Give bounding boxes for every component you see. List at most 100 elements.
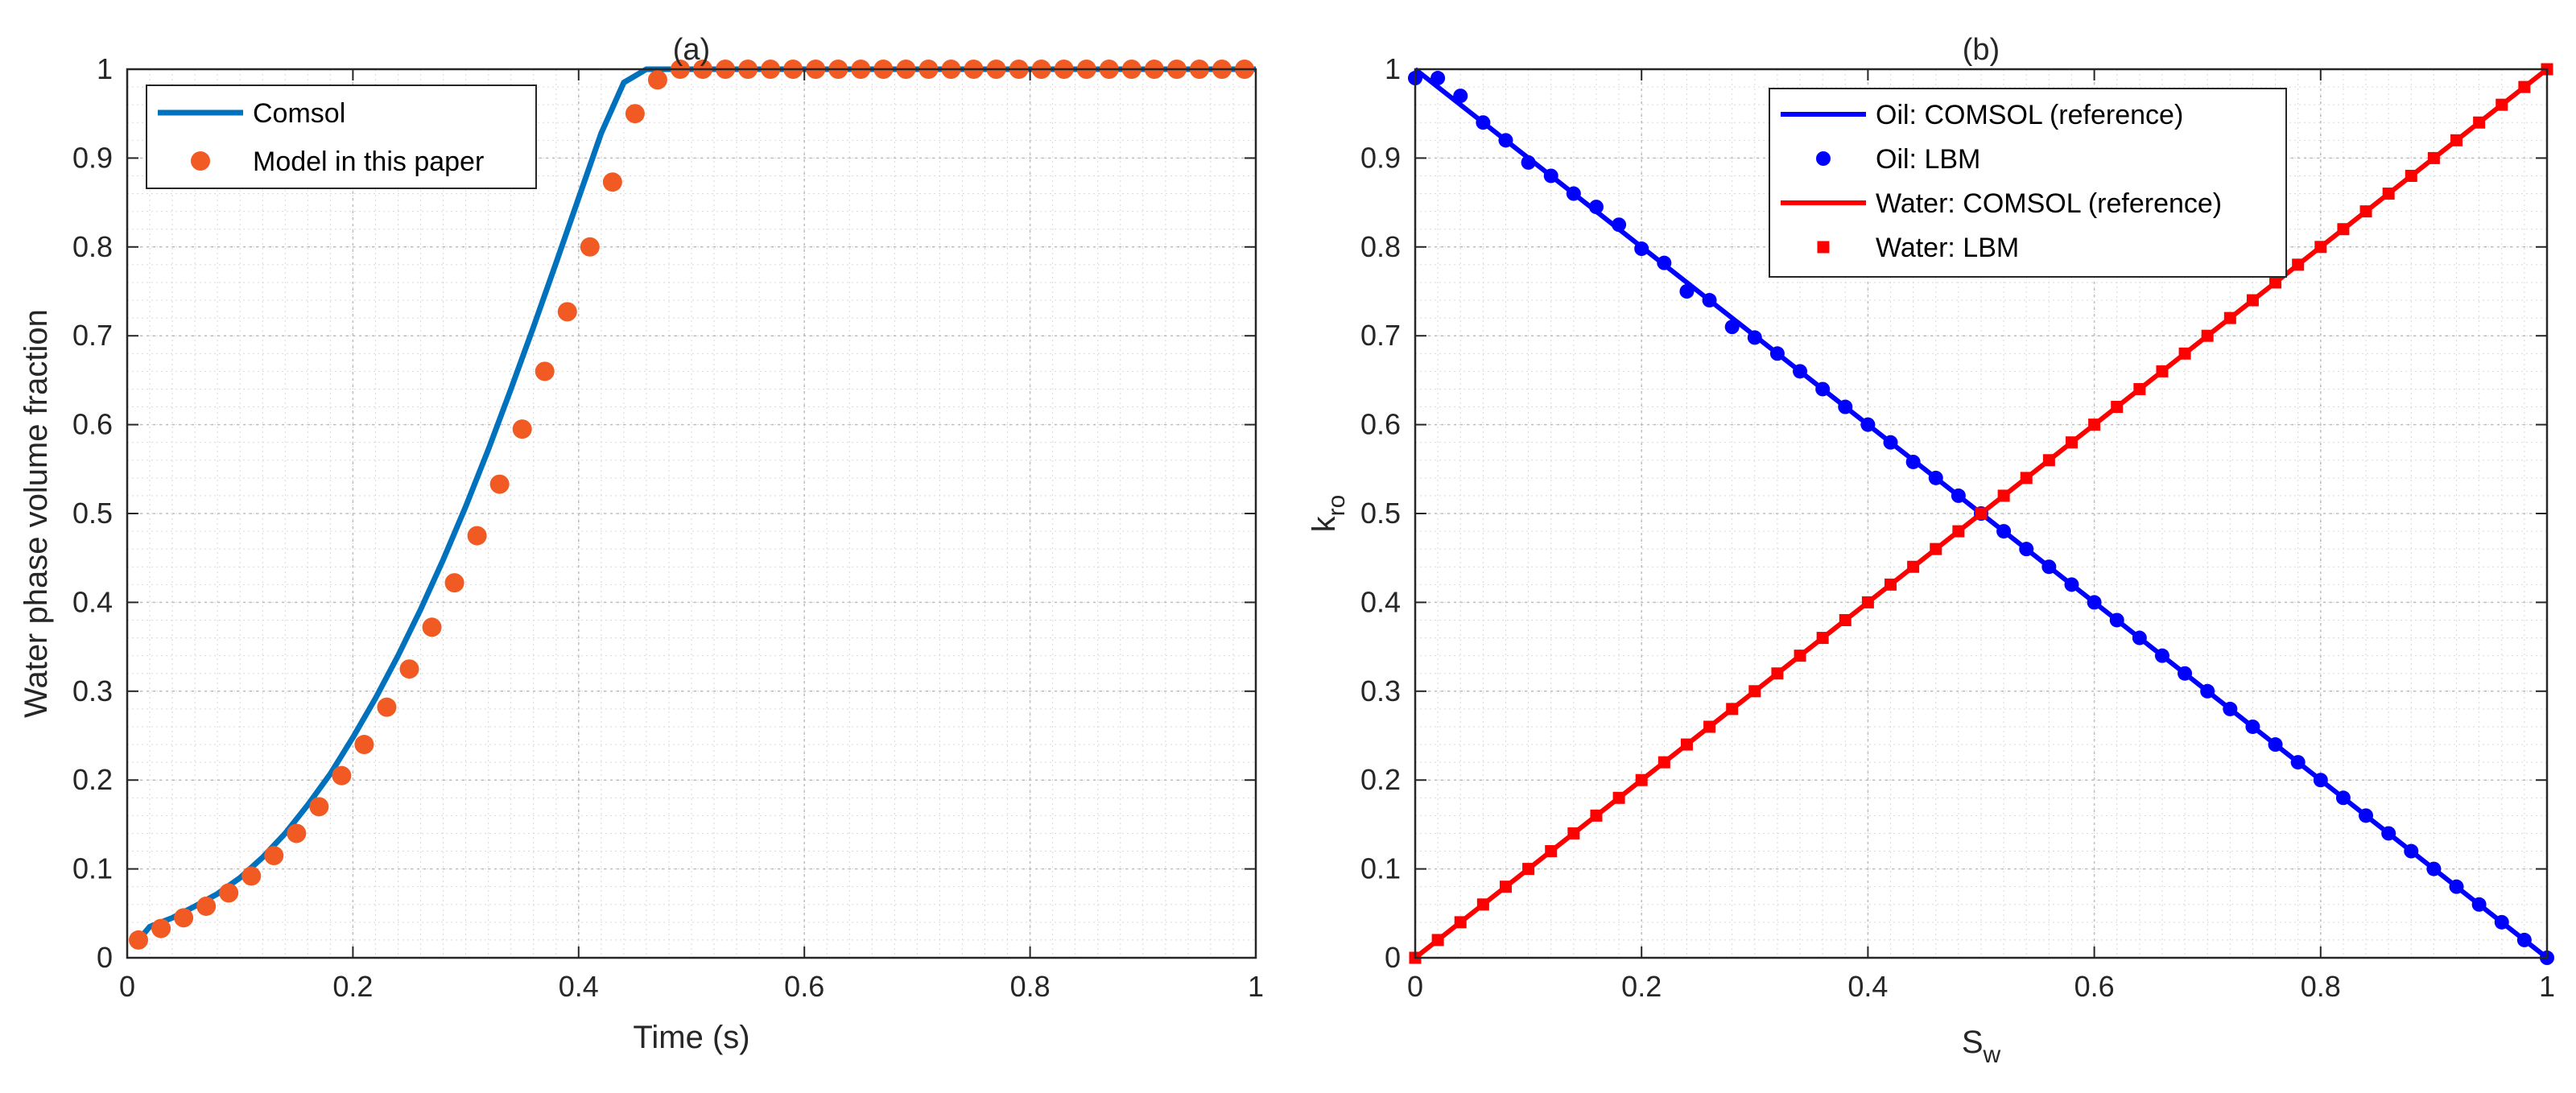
panel-b-series-1-point	[1453, 89, 1468, 104]
panel-b-series-1-point	[1905, 454, 1921, 469]
panel-b-series-3-point	[1612, 791, 1625, 804]
y-tick-label: 0.3	[1360, 674, 1401, 707]
panel-b-series-1-point	[2335, 790, 2351, 806]
panel-b-series-3-point	[1567, 827, 1580, 839]
panel-b-series-3-point	[1816, 632, 1829, 645]
panel-b-series-3-point	[2382, 188, 2395, 200]
panel-b-series-1-point	[2223, 701, 2238, 716]
panel-b-series-1-point	[2019, 542, 2034, 557]
panel-b-series-1-point	[2426, 861, 2442, 876]
panel-b-series-3-point	[2178, 347, 2191, 360]
y-tick-label: 0.6	[72, 408, 113, 441]
panel-b-series-1-point	[1860, 417, 1876, 432]
panel-a-series-1-point	[354, 735, 374, 755]
y-tick-label: 0	[97, 941, 113, 974]
panel-b-series-3-point	[1771, 667, 1784, 680]
panel-b-series-3-point	[1657, 756, 1670, 769]
panel-b-series-1-point	[2359, 808, 2374, 823]
panel-b-series-1-point	[2313, 773, 2328, 788]
y-tick-label: 0.7	[1360, 319, 1401, 352]
panel-b-series-3-point	[2111, 401, 2124, 414]
panel-b-series-3-point	[2450, 134, 2463, 146]
panel-b-series-3-point	[2269, 276, 2282, 289]
panel-b-series-3-point	[2133, 382, 2146, 395]
panel-b-series-3-point	[1839, 613, 1852, 626]
panel-b-series-3-point	[1499, 881, 1512, 893]
panel-b-series-1-point	[1702, 293, 1717, 308]
panel-b-series-1-point	[1588, 200, 1604, 215]
y-tick-label: 1	[1385, 52, 1401, 85]
panel-b-series-3-point	[2156, 365, 2169, 377]
panel-b-series-1-point	[1838, 399, 1853, 415]
panel-b-series-3-point	[2405, 169, 2417, 182]
panel-a: 0 0.2 0.4 0.6 0.8 1 0 0.1 0.2 0.3 0.4 0.5 0.6 0.7 0.8 0…	[19, 33, 1264, 1055]
panel-b-series-1-point	[1724, 320, 1740, 335]
panel-b-legend-box	[1769, 88, 2287, 278]
panel-b-series-3-point	[2201, 329, 2214, 342]
panel-b-series-1-point	[1657, 255, 1672, 270]
panel-b-series-1-point	[2064, 577, 2079, 592]
panel-b-series-3-point	[2088, 419, 2101, 431]
panel-b-series-3-point	[1476, 898, 1489, 911]
panel-b-series-3-point	[1431, 934, 1444, 947]
panel-a-series-1-point	[129, 930, 149, 950]
panel-b-series-3-point	[1545, 845, 1558, 858]
panel-b-series-1-point	[2404, 843, 2419, 859]
panel-b-series-3-point	[2314, 241, 2327, 254]
y-tick-label: 0.8	[72, 230, 113, 263]
panel-a-y-axis-label: Water phase volume fraction	[19, 309, 54, 718]
panel-a-legend: Comsol Model in this paper	[146, 85, 537, 189]
panel-b-x-axis-label-sub: w	[1983, 1041, 2001, 1068]
panel-b-series-1-point	[2494, 914, 2509, 930]
panel-b-series-1-point	[1747, 330, 1762, 345]
panel-a-series-1-point	[489, 474, 510, 494]
panel-b-series-3-point	[1522, 863, 1535, 876]
panel-b: 0 0.2 0.4 0.6 0.8 1 0 0.1 0.2 0.3 0.4 0.5 0.6 0.7 0.8 0…	[1307, 33, 2555, 1068]
panel-b-x-axis-label: Sw	[1962, 1025, 2001, 1068]
x-tick-label: 0.6	[784, 970, 824, 1003]
y-tick-label: 0.2	[72, 763, 113, 796]
x-tick-label: 0.2	[1621, 970, 1662, 1003]
panel-b-series-3-point	[1703, 720, 1716, 733]
panel-a-series-1-point	[444, 573, 464, 593]
x-tick-label: 0	[119, 970, 135, 1003]
panel-b-series-3-point	[1952, 525, 1965, 538]
panel-a-series-1-point	[242, 866, 262, 886]
panel-a-title: (a)	[673, 33, 710, 67]
y-tick-label: 0.9	[72, 141, 113, 174]
panel-b-series-3-point	[1907, 560, 1920, 573]
panel-b-series-3-point	[2042, 454, 2055, 467]
legend-label-1: Model in this paper	[253, 146, 484, 177]
panel-b-series-1-point	[2132, 630, 2147, 645]
panel-a-x-axis-label: Time (s)	[633, 1020, 749, 1055]
y-tick-label: 0.7	[72, 319, 113, 352]
panel-b-series-1-point	[1951, 488, 1966, 503]
panel-b-series-1-point	[2041, 559, 2057, 575]
x-tick-label: 1	[2539, 970, 2555, 1003]
panel-b-series-1-point	[1476, 115, 1491, 130]
panel-b-series-3-point	[2496, 98, 2508, 111]
panel-b-series-3-point	[2473, 116, 2486, 129]
y-tick-label: 0.2	[1360, 763, 1401, 796]
legend-swatch-1	[1816, 151, 1831, 166]
panel-b-series-1-point	[1612, 217, 1627, 233]
panel-b-series-1-point	[1815, 382, 1831, 397]
panel-b-series-1-point	[1793, 364, 1808, 379]
panel-b-series-3-point	[2246, 294, 2259, 307]
panel-a-series-1-point	[332, 765, 352, 786]
panel-b-title: (b)	[1963, 33, 2000, 67]
panel-a-series-1-point	[219, 883, 239, 903]
panel-a-series-1-point	[399, 659, 419, 679]
legend-label-0: Oil: COMSOL (reference)	[1876, 100, 2183, 130]
panel-b-series-1-point	[1521, 155, 1536, 170]
y-tick-label: 0.5	[72, 497, 113, 530]
panel-b-series-3-point	[2065, 436, 2078, 449]
panel-b-y-axis-label-main: k	[1307, 515, 1342, 532]
panel-b-series-1-point	[2154, 648, 2169, 663]
panel-b-series-1-point	[2200, 683, 2215, 699]
panel-b-series-1-point	[2449, 879, 2464, 894]
panel-b-series-1-point	[1430, 71, 1446, 86]
panel-a-series-1-point	[467, 526, 487, 546]
panel-b-series-3-point	[2427, 151, 2440, 164]
